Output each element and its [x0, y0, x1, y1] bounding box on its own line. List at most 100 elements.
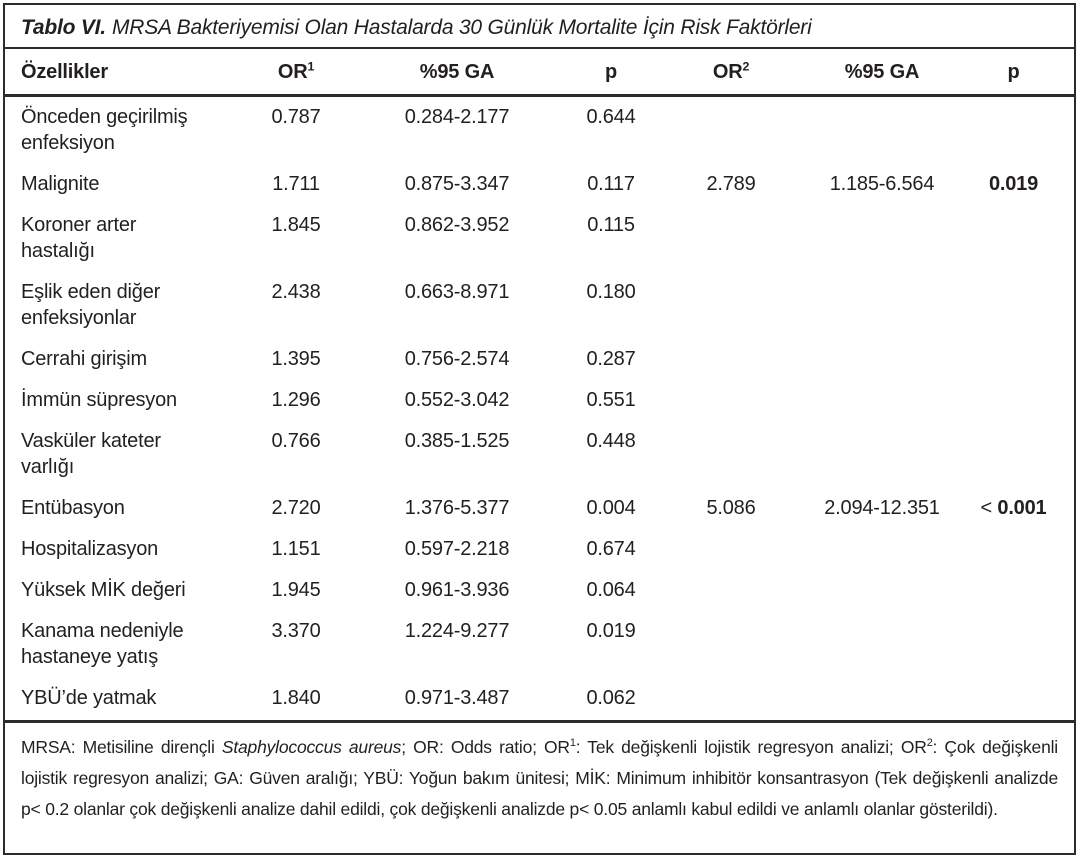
footnote: MRSA: Metisiline dirençli Staphylococcus…: [5, 720, 1074, 835]
or2-cell: 2.789: [706, 173, 756, 195]
feature-cell: Koroner arter hastalığı: [21, 214, 137, 262]
p1-cell: 0.004: [586, 497, 636, 519]
p2-cell: [953, 96, 1074, 165]
table-number: Tablo VI.: [21, 16, 106, 39]
or2-cell: [651, 570, 811, 611]
feature-cell: İmmün süpresyon: [21, 389, 177, 411]
feature-cell: Hospitalizasyon: [21, 538, 159, 560]
table-row: Vasküler kateter varlığı 0.766 0.385-1.525…: [5, 421, 1074, 488]
feature-cell: Önceden geçirilmiş enfeksiyon: [21, 106, 188, 154]
table-row: Entübasyon 2.720 1.376-5.377 0.004 5.086 2.09…: [5, 488, 1074, 529]
column-header-sup: 1: [307, 59, 315, 74]
or2-cell: [651, 272, 811, 339]
feature-cell: Eşlik eden diğer enfeksiyonlar: [21, 281, 161, 329]
or2-cell: [651, 380, 811, 421]
or2-cell: [651, 529, 811, 570]
or1-cell: 1.151: [271, 538, 321, 560]
or1-cell: 1.296: [271, 389, 321, 411]
ci1-cell: 0.597-2.218: [404, 538, 510, 560]
table-row: Kanama nedeniyle hastaneye yatış 3.370 1.2…: [5, 611, 1074, 678]
footnote-segment: 1: [569, 737, 576, 750]
column-header-1: OR1: [249, 49, 343, 97]
or2-cell: [651, 339, 811, 380]
feature-cell: YBÜ’de yatmak: [21, 687, 157, 709]
p1-cell: 0.115: [587, 214, 635, 236]
p2-value: 0.019: [988, 173, 1039, 195]
p2-cell: [953, 678, 1074, 720]
or1-cell: 1.945: [271, 579, 321, 601]
p1-cell: 0.644: [586, 106, 636, 128]
p2-cell: [953, 205, 1074, 272]
or1-cell: 1.711: [272, 173, 320, 195]
ci2-cell: [811, 205, 953, 272]
table-row: Malignite 1.711 0.875-3.347 0.117 2.789 1.185…: [5, 164, 1074, 205]
table-title: Tablo VI. MRSA Bakteriyemisi Olan Hastala…: [5, 5, 1074, 49]
footnote-segment: Staphylococcus aureus: [221, 737, 402, 757]
p2-cell: [953, 339, 1074, 380]
ci1-cell: 0.284-2.177: [404, 106, 510, 128]
risk-factors-table: Özellikler OR1 %95 GA p OR2 %95 GA p Önceden g…: [5, 49, 1074, 720]
ci2-cell: [811, 339, 953, 380]
column-header-6: p: [953, 49, 1074, 97]
p1-cell: 0.180: [586, 281, 636, 303]
column-header-5: %95 GA: [811, 49, 953, 97]
ci2-cell: [811, 611, 953, 678]
p1-cell: 0.062: [586, 687, 636, 709]
table-body: Önceden geçirilmiş enfeksiyon 0.787 0.284-…: [5, 96, 1074, 721]
p2-cell: [953, 529, 1074, 570]
ci2-cell: [811, 380, 953, 421]
table-title-text: MRSA Bakteriyemisi Olan Hastalarda 30 Gü…: [111, 16, 812, 39]
footnote-segment: ; OR: Odds ratio; OR: [401, 737, 570, 757]
or1-cell: 3.370: [271, 620, 321, 642]
ci1-cell: 0.971-3.487: [404, 687, 510, 709]
table-row: Koroner arter hastalığı 1.845 0.862-3.952 0…: [5, 205, 1074, 272]
ci1-cell: 0.756-2.574: [404, 348, 510, 370]
p1-cell: 0.019: [586, 620, 636, 642]
table-row: YBÜ’de yatmak 1.840 0.971-3.487 0.062: [5, 678, 1074, 720]
p2-cell: [953, 570, 1074, 611]
ci1-cell: 0.961-3.936: [404, 579, 510, 601]
feature-cell: Yüksek MİK değeri: [21, 579, 186, 601]
table-row: Hospitalizasyon 1.151 0.597-2.218 0.674: [5, 529, 1074, 570]
ci1-cell: 0.552-3.042: [404, 389, 510, 411]
footnote-segment: 2: [926, 737, 933, 750]
or2-cell: [651, 678, 811, 720]
column-header-3: p: [571, 49, 651, 97]
table-row: Eşlik eden diğer enfeksiyonlar 2.438 0.663…: [5, 272, 1074, 339]
p1-cell: 0.448: [586, 430, 636, 452]
feature-cell: Vasküler kateter varlığı: [21, 430, 161, 478]
p2-cell: [953, 421, 1074, 488]
p1-cell: 0.117: [587, 173, 635, 195]
or2-cell: [651, 205, 811, 272]
ci1-cell: 0.385-1.525: [404, 430, 510, 452]
or1-cell: 1.845: [271, 214, 321, 236]
table-frame: Tablo VI. MRSA Bakteriyemisi Olan Hastala…: [3, 3, 1076, 855]
or1-cell: 2.438: [271, 281, 321, 303]
header-row: Özellikler OR1 %95 GA p OR2 %95 GA p: [5, 49, 1074, 97]
column-header-0: Özellikler: [5, 49, 249, 97]
feature-cell: Kanama nedeniyle hastaneye yatış: [21, 620, 184, 668]
footnote-segment: : Tek değişkenli lojistik regresyon anal…: [575, 737, 927, 757]
table-row: Önceden geçirilmiş enfeksiyon 0.787 0.284-…: [5, 96, 1074, 165]
p1-cell: 0.064: [586, 579, 636, 601]
column-header-2: %95 GA: [343, 49, 571, 97]
column-header-sup: 2: [742, 59, 750, 74]
or1-cell: 1.395: [271, 348, 321, 370]
table-row: Cerrahi girişim 1.395 0.756-2.574 0.287: [5, 339, 1074, 380]
ci1-cell: 1.376-5.377: [404, 497, 510, 519]
feature-cell: Entübasyon: [21, 497, 125, 519]
ci2-cell: [811, 272, 953, 339]
ci2-cell: [811, 529, 953, 570]
p2-cell: [953, 272, 1074, 339]
ci2-cell: 1.185-6.564: [829, 173, 935, 195]
or2-cell: 5.086: [706, 497, 756, 519]
ci2-cell: [811, 570, 953, 611]
p2-cell: [953, 611, 1074, 678]
feature-cell: Cerrahi girişim: [21, 348, 147, 370]
column-header-4: OR2: [651, 49, 811, 97]
p2-prefix: <: [980, 497, 998, 519]
or2-cell: [651, 611, 811, 678]
footnote-segment: : Çok değişkenli lojistik regresyon anal…: [21, 737, 1058, 819]
ci2-cell: [811, 421, 953, 488]
p1-cell: 0.287: [586, 348, 636, 370]
